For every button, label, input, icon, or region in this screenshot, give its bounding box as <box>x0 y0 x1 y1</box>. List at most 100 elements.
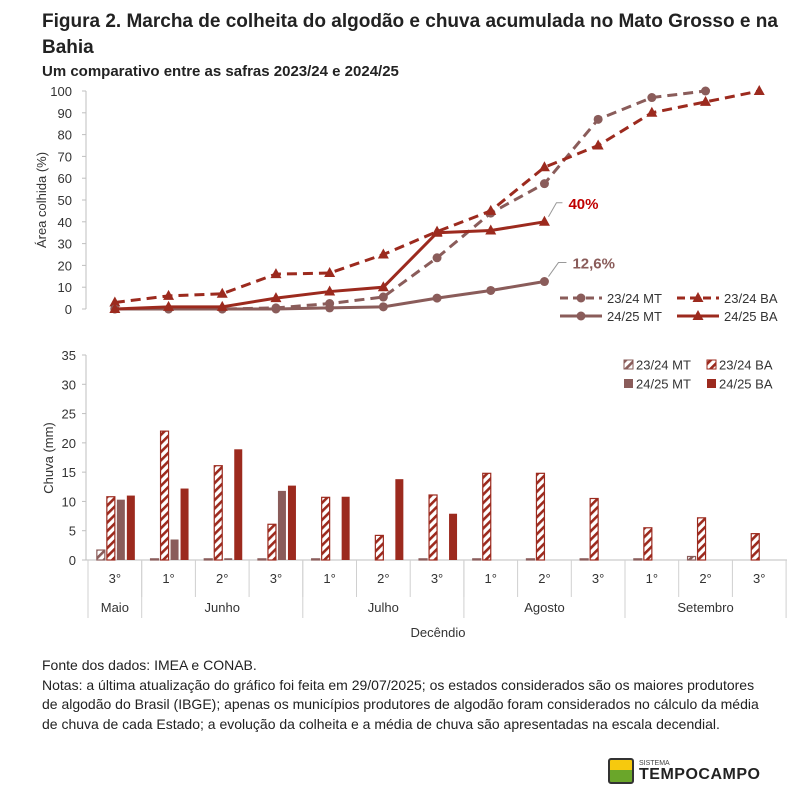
bar <box>321 496 331 561</box>
y-tick-label: 5 <box>69 524 76 539</box>
bar <box>643 527 653 561</box>
decendio-label: 1° <box>485 571 497 586</box>
tempocampo-logo: SISTEMA TEMPOCAMPO <box>608 756 778 786</box>
data-point <box>485 224 497 235</box>
series-23-24-BA <box>109 85 765 307</box>
y-tick-label: 20 <box>62 436 76 451</box>
rain-bar-chart: 0 5 10 15 20 25 30 35 Chuva (mm) 3° 1° 2° 3° 1° 2° 3° 1°… <box>41 348 787 640</box>
bar <box>159 430 170 561</box>
month-label: Maio <box>101 600 129 615</box>
data-point <box>701 86 711 96</box>
decendio-label: 3° <box>270 571 282 586</box>
decendio-label: 2° <box>538 571 550 586</box>
data-point <box>538 161 550 172</box>
bar <box>170 539 179 560</box>
y-tick-label: 40 <box>58 215 72 230</box>
y-tick-label: 30 <box>58 237 72 252</box>
bar <box>428 494 438 561</box>
y-tick-label: 0 <box>69 553 76 568</box>
legend-swatch <box>706 359 717 370</box>
bar <box>149 558 160 561</box>
legend-item: 23/24 MT <box>560 291 662 306</box>
y-axis-title: Área colhida (%) <box>34 152 49 248</box>
data-point <box>753 85 765 95</box>
decendio-label: 1° <box>323 571 335 586</box>
logo-small-text: SISTEMA <box>639 759 670 767</box>
legend-marker <box>692 292 704 302</box>
bar <box>696 517 707 561</box>
month-label: Agosto <box>524 600 564 615</box>
data-point <box>647 93 657 103</box>
annotation-leader <box>548 202 563 218</box>
data-point <box>432 253 442 263</box>
data-point <box>324 267 336 278</box>
legend-label: 24/25 MT <box>607 309 662 324</box>
legend-swatch <box>624 379 633 388</box>
bar <box>589 497 599 561</box>
notes-text: Notas: a última atualização do gráfico f… <box>42 676 759 732</box>
bar <box>525 558 536 561</box>
data-point <box>216 300 228 311</box>
legend-label: 23/24 MT <box>607 291 662 306</box>
decendio-label: 2° <box>699 571 711 586</box>
data-point <box>163 289 175 300</box>
legend-item: 23/24 BA <box>677 291 778 306</box>
data-point <box>109 303 121 313</box>
bar <box>686 555 697 561</box>
legend-item: 23/24 MT <box>623 358 691 373</box>
data-point <box>163 300 175 311</box>
bar <box>224 558 233 560</box>
y-tick-label: 15 <box>62 465 76 480</box>
bar <box>579 558 589 561</box>
legend-item: 24/25 MT <box>560 309 662 324</box>
legend-label: 23/24 MT <box>636 358 691 373</box>
data-point <box>432 293 442 303</box>
decendio-label: 2° <box>216 571 228 586</box>
bar-series-24-25-BA <box>126 449 458 560</box>
legend-label: 24/25 BA <box>724 309 778 324</box>
y-tick-label: 35 <box>62 348 76 363</box>
data-point <box>700 95 712 106</box>
y-tick-label: 60 <box>58 171 72 186</box>
legend-label: 24/25 MT <box>636 377 691 392</box>
data-point <box>270 268 282 279</box>
harvest-line-chart: 0 10 20 30 40 50 60 70 80 90 100 Área colhida (%) 40… <box>34 84 778 324</box>
bar <box>374 534 384 561</box>
decendio-label: 3° <box>592 571 604 586</box>
bar <box>482 472 492 561</box>
data-point <box>271 304 281 314</box>
bar <box>96 549 106 561</box>
legend-item: 23/24 BA <box>706 358 773 373</box>
legend-swatch <box>623 359 634 370</box>
decendio-label: 3° <box>753 571 765 586</box>
data-point <box>324 285 336 296</box>
data-point <box>539 179 549 189</box>
y-tick-label: 30 <box>62 377 76 392</box>
legend-item: 24/25 BA <box>707 377 773 392</box>
month-label: Setembro <box>677 600 733 615</box>
bar <box>472 558 482 561</box>
bar <box>180 488 189 560</box>
bar <box>203 558 213 561</box>
bar-series-24-25-MT <box>116 490 286 560</box>
legend-marker <box>692 310 704 320</box>
data-point <box>539 277 549 287</box>
y-tick-label: 50 <box>58 193 72 208</box>
legend-label: 24/25 BA <box>719 377 773 392</box>
y-tick-label: 10 <box>58 280 72 295</box>
data-point <box>109 296 121 307</box>
bar <box>267 523 277 561</box>
legend-label: 23/24 BA <box>719 358 773 373</box>
y-axis-title: Chuva (mm) <box>41 422 56 494</box>
y-tick-label: 100 <box>50 84 72 99</box>
data-point <box>646 106 658 117</box>
bar <box>257 558 267 561</box>
annotation-12-6-label: 12,6% <box>572 256 615 273</box>
y-tick-label: 25 <box>62 407 76 422</box>
bar <box>106 496 116 561</box>
x-axis-title: Decêndio <box>411 625 466 640</box>
data-point <box>486 285 496 295</box>
bar <box>213 465 223 561</box>
data-point <box>377 281 389 292</box>
y-tick-label: 0 <box>65 302 72 317</box>
